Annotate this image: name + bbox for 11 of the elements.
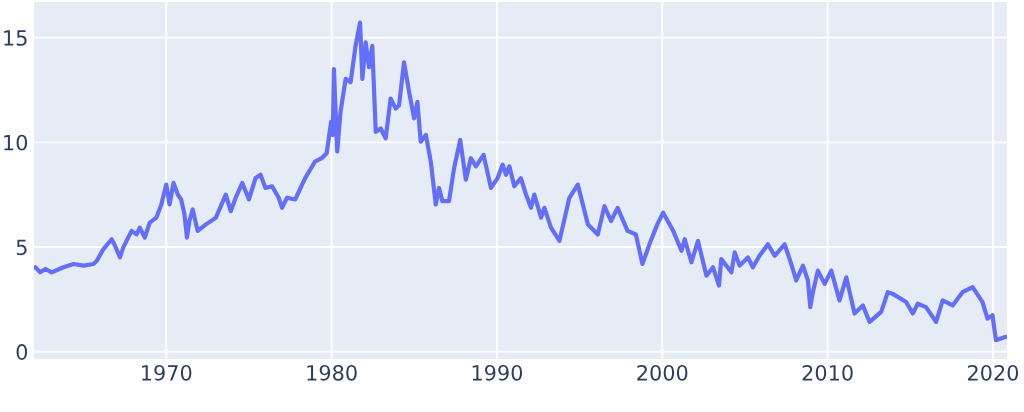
- x-tick-label: 2010: [802, 364, 853, 381]
- y-tick-label: 0: [16, 344, 28, 360]
- line-series: [34, 20, 1007, 343]
- y-tick-label: 5: [16, 239, 27, 256]
- x-tick-label: 2000: [637, 364, 688, 381]
- x-tick-label: 1970: [142, 364, 192, 381]
- y-tick-label: 10: [4, 134, 28, 151]
- x-tick-label: 2020: [967, 364, 1019, 381]
- x-tick-label: 1980: [307, 364, 357, 381]
- y-tick-label: 15: [4, 30, 27, 46]
- x-tick-label: 1990: [472, 364, 523, 381]
